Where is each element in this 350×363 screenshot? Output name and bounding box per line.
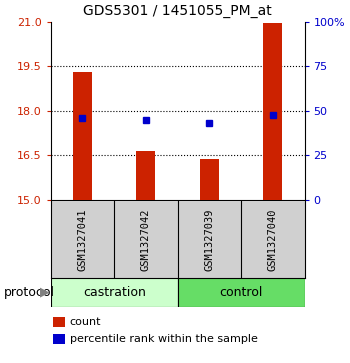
- Bar: [73, 72, 92, 200]
- Bar: [200, 159, 219, 200]
- Bar: [136, 151, 155, 200]
- Bar: [51, 278, 177, 307]
- Text: count: count: [70, 317, 101, 327]
- Bar: [53, 317, 65, 327]
- Text: control: control: [219, 286, 263, 299]
- Title: GDS5301 / 1451055_PM_at: GDS5301 / 1451055_PM_at: [83, 4, 272, 18]
- Text: GSM1327039: GSM1327039: [204, 208, 214, 271]
- Text: protocol: protocol: [4, 286, 55, 299]
- Text: GSM1327042: GSM1327042: [141, 208, 151, 271]
- Text: percentile rank within the sample: percentile rank within the sample: [70, 334, 258, 344]
- Bar: [53, 334, 65, 344]
- Text: castration: castration: [83, 286, 146, 299]
- Text: ▶: ▶: [40, 286, 50, 299]
- Text: GSM1327041: GSM1327041: [77, 208, 88, 271]
- Bar: [263, 23, 282, 200]
- Bar: [177, 278, 304, 307]
- Text: GSM1327040: GSM1327040: [268, 208, 278, 271]
